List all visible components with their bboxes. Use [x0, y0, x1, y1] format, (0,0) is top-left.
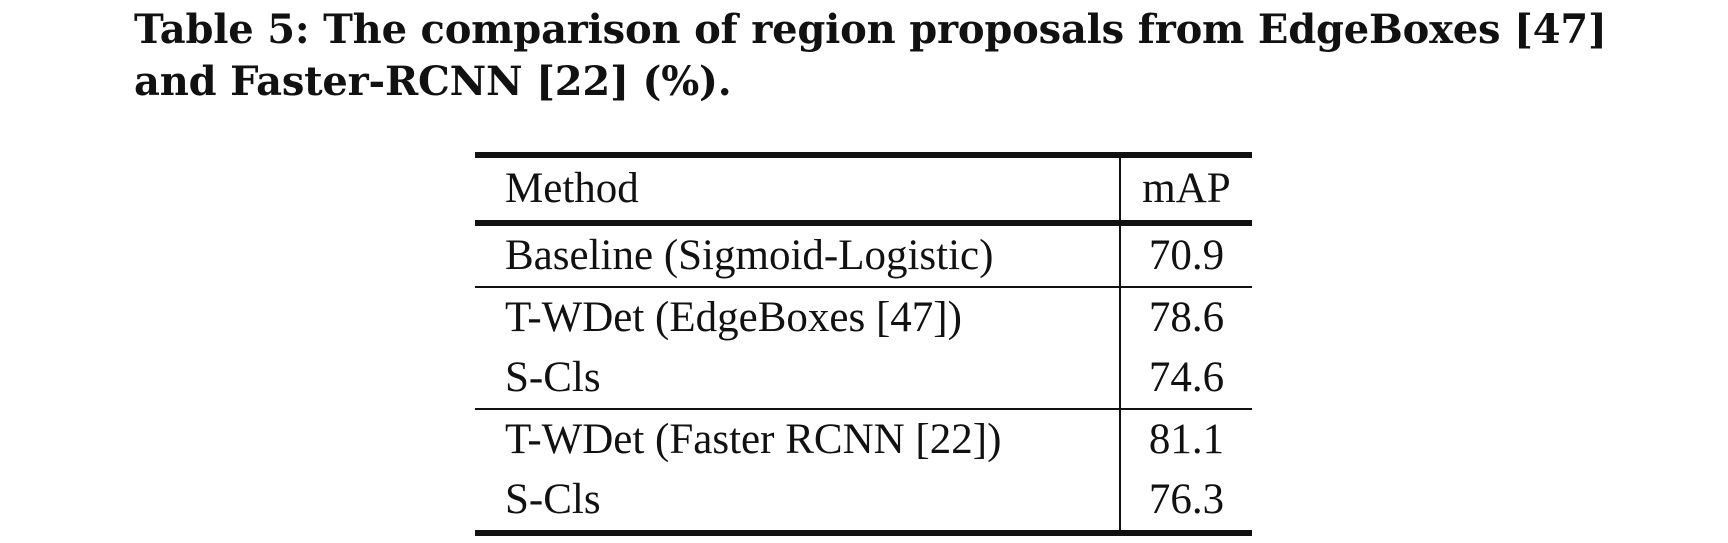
- header-map: mAP: [1120, 152, 1252, 226]
- table-row: S-Cls 74.6: [475, 348, 1252, 409]
- map-cell: 78.6: [1120, 286, 1252, 348]
- table-row: S-Cls 76.3: [475, 470, 1252, 536]
- method-cell: S-Cls: [475, 470, 1121, 536]
- method-cell: T-WDet (EdgeBoxes [47]): [475, 286, 1121, 348]
- map-cell: 81.1: [1120, 408, 1252, 470]
- method-cell: Baseline (Sigmoid-Logistic): [475, 223, 1121, 287]
- header-method: Method: [475, 152, 1121, 226]
- results-table: Method mAP Baseline (Sigmoid-Logistic) 7…: [475, 152, 1252, 536]
- table-row: T-WDet (EdgeBoxes [47]) 78.6: [475, 286, 1252, 348]
- map-cell: 74.6: [1148, 354, 1225, 401]
- map-cell: 70.9: [1148, 232, 1225, 279]
- table-caption: Table 5: The comparison of region propos…: [134, 4, 1614, 108]
- table-row: T-WDet (Faster RCNN [22]) 81.1: [475, 408, 1252, 470]
- table-header-row: Method mAP: [475, 152, 1252, 226]
- table-row: Baseline (Sigmoid-Logistic) 70.9: [475, 223, 1252, 287]
- method-cell: S-Cls: [475, 348, 1121, 409]
- map-cell: 76.3: [1120, 470, 1252, 536]
- caption-line-2: and Faster-RCNN [22] (%).: [134, 58, 732, 105]
- method-cell: T-WDet (Faster RCNN [22]): [475, 408, 1121, 470]
- caption-line-1: Table 5: The comparison of region propos…: [134, 6, 1607, 53]
